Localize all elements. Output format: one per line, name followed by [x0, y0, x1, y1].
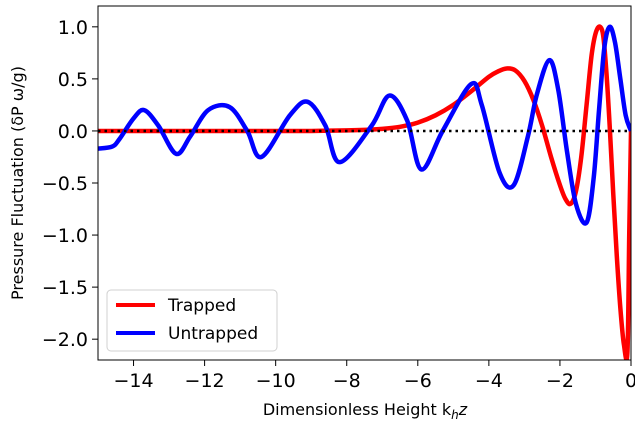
x-axis-label-tail: z — [458, 400, 468, 419]
series-line-untrapped — [98, 24, 631, 226]
y-tick-label: 1.0 — [58, 17, 88, 39]
x-axis-label-main: Dimensionless Height k — [263, 400, 452, 419]
y-tick-label: −1.5 — [42, 277, 88, 299]
legend: Trapped Untrapped — [106, 289, 278, 352]
x-tick-label: −2 — [546, 370, 574, 392]
series-layer — [98, 24, 631, 360]
x-tick-label: −10 — [256, 370, 296, 392]
y-tick-label: −2.0 — [42, 329, 88, 351]
y-tick-label: −1.0 — [42, 225, 88, 247]
y-axis-label: Pressure Fluctuation (δP ω/g) — [8, 66, 27, 300]
legend-label-trapped: Trapped — [167, 296, 236, 316]
x-tick-label: −8 — [333, 370, 361, 392]
y-tick-label: −0.5 — [42, 173, 88, 195]
x-axis-label: Dimensionless Height khz — [263, 400, 468, 421]
y-axis: 1.0 0.5 0.0 −0.5 −1.0 −1.5 −2.0 — [42, 17, 98, 351]
x-tick-label: −4 — [475, 370, 503, 392]
x-axis-label-subscript: h — [451, 408, 459, 421]
x-axis: −14 −12 −10 −8 −6 −4 −2 0 — [113, 360, 635, 392]
y-tick-label: 0.5 — [58, 69, 88, 91]
y-tick-label: 0.0 — [58, 121, 88, 143]
x-tick-label: −6 — [404, 370, 432, 392]
x-tick-label: −12 — [185, 370, 225, 392]
x-tick-label: 0 — [625, 370, 635, 392]
x-tick-label: −14 — [113, 370, 153, 392]
legend-label-untrapped: Untrapped — [168, 324, 258, 344]
